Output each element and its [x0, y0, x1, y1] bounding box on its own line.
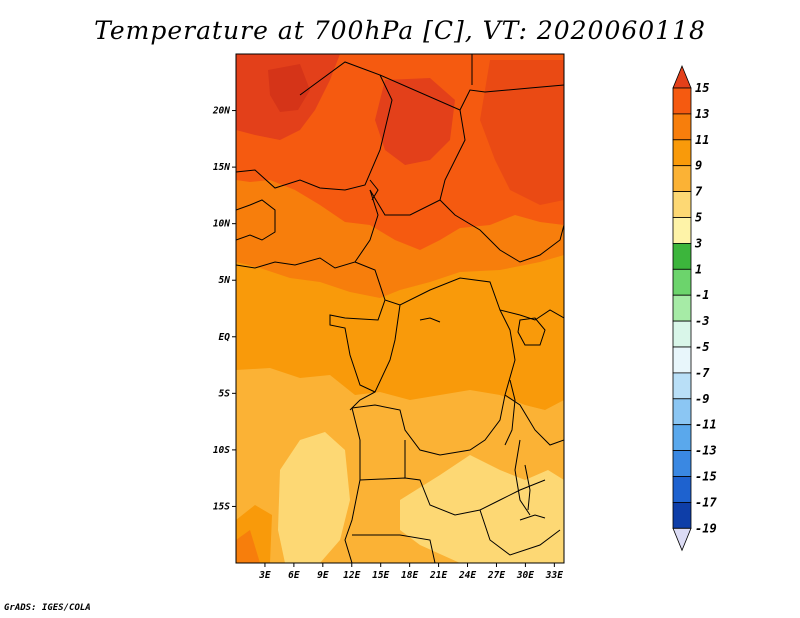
colorbar-box [672, 165, 692, 192]
border-angola-west [344, 407, 361, 563]
band-15-warm-east [480, 60, 564, 205]
y-tick-label: 5N [219, 275, 231, 286]
x-tick-label: 24E [458, 570, 476, 581]
colorbar-box [672, 501, 692, 529]
y-tick-label: 10N [213, 219, 230, 230]
border-coast-west [236, 199, 276, 241]
lake-victoria [517, 317, 546, 346]
colorbar-label: 1 [695, 262, 702, 276]
colorbar-label: -9 [695, 392, 709, 406]
border-drc-west [349, 304, 401, 411]
colorbar-box [672, 398, 692, 426]
border-car [354, 261, 521, 316]
colorbar: 15 13 11 9 7 5 3 1 -1 -3 -5 -7 -9 -11 -13 -15 -17 -19 [672, 64, 717, 552]
colorbar-label: 11 [695, 133, 709, 147]
colorbar-box [672, 294, 692, 322]
x-tick-label: 18E [401, 570, 418, 581]
x-tick-label: 30E [516, 570, 534, 581]
country-borders [236, 54, 564, 563]
colorbar-box [672, 139, 692, 167]
band-15-warm-central [375, 78, 455, 165]
colorbar-box [672, 242, 692, 270]
colorbar-label: -19 [695, 521, 717, 535]
y-tick-label: 15N [213, 162, 230, 173]
colorbar-label: -13 [695, 444, 717, 458]
colorbar-arrow-top [672, 64, 692, 89]
colorbar-label: -7 [695, 366, 710, 380]
border-zambia [359, 477, 546, 516]
colorbar-box [672, 450, 692, 477]
colorbar-box [672, 191, 692, 218]
band-core-west [268, 64, 310, 112]
colorbar-label: -11 [695, 418, 717, 432]
colorbar-box [672, 346, 692, 374]
colorbar-box [672, 217, 692, 244]
credit-text: GrADS: IGES/COLA [4, 603, 91, 613]
border-drc-south [351, 309, 516, 456]
lake-tanganyika [504, 379, 516, 446]
chart-title: Temperature at 700hPa [C], VT: 202006011… [94, 16, 706, 45]
colorbar-label: 3 [694, 236, 702, 250]
river-segment-1 [419, 317, 441, 323]
colorbar-box [672, 320, 692, 348]
border-nigeria [236, 189, 379, 269]
colorbar-box [672, 372, 692, 400]
border-libya-egypt [459, 84, 564, 111]
map-frame [235, 53, 565, 564]
x-tick-label: 15E [372, 570, 389, 581]
lake-malawi [524, 464, 531, 511]
band-11-13-sw [236, 530, 260, 563]
border-zimbabwe [479, 509, 561, 556]
y-axis: 20N 15N 10N 5N EQ 5S 10S 15S [212, 106, 236, 512]
border-namibia [352, 534, 436, 563]
border-congo [329, 299, 386, 393]
y-tick-label: EQ [219, 332, 231, 343]
y-tick-label: 20N [212, 106, 230, 117]
x-tick-label: 3E [258, 570, 271, 581]
colorbar-label: -3 [695, 314, 709, 328]
colorbar-box [672, 87, 692, 115]
border-sudan-south [439, 199, 564, 263]
colorbar-arrow-bottom [672, 527, 692, 552]
colorbar-label: 5 [695, 211, 702, 225]
border-malawi [514, 439, 531, 516]
x-tick-label: 9E [317, 570, 329, 581]
lake-kariba [519, 514, 546, 521]
colorbar-label: 9 [695, 159, 702, 173]
y-tick-label: 15S [213, 501, 230, 512]
x-axis: 3E 6E 9E 12E 15E 18E 21E 24E 27E 30E 33E [258, 563, 563, 581]
x-tick-label: 33E [545, 570, 563, 581]
colorbar-box [672, 113, 692, 141]
x-tick-label: 12E [343, 570, 360, 581]
colorbar-label: -17 [695, 495, 717, 509]
colorbar-box [672, 268, 692, 296]
x-tick-label: 6E [288, 570, 300, 581]
lake-chad [369, 179, 379, 201]
colorbar-label: -15 [695, 470, 717, 484]
border-chad [369, 74, 466, 216]
y-tick-label: 5S [219, 388, 231, 399]
x-tick-label: 21E [429, 570, 447, 581]
y-tick-label: 10S [213, 445, 230, 456]
colorbar-box [672, 424, 692, 452]
colorbar-label: 7 [695, 185, 703, 199]
colorbar-label: -1 [695, 288, 709, 302]
colorbar-label: -5 [695, 340, 709, 354]
colorbar-box [672, 476, 692, 503]
border-west-africa [236, 61, 393, 191]
x-tick-label: 27E [487, 570, 505, 581]
colorbar-label: 15 [695, 81, 709, 95]
border-uganda [519, 309, 564, 321]
colorbar-label: 13 [695, 107, 709, 121]
band-5-7-west [278, 432, 350, 563]
